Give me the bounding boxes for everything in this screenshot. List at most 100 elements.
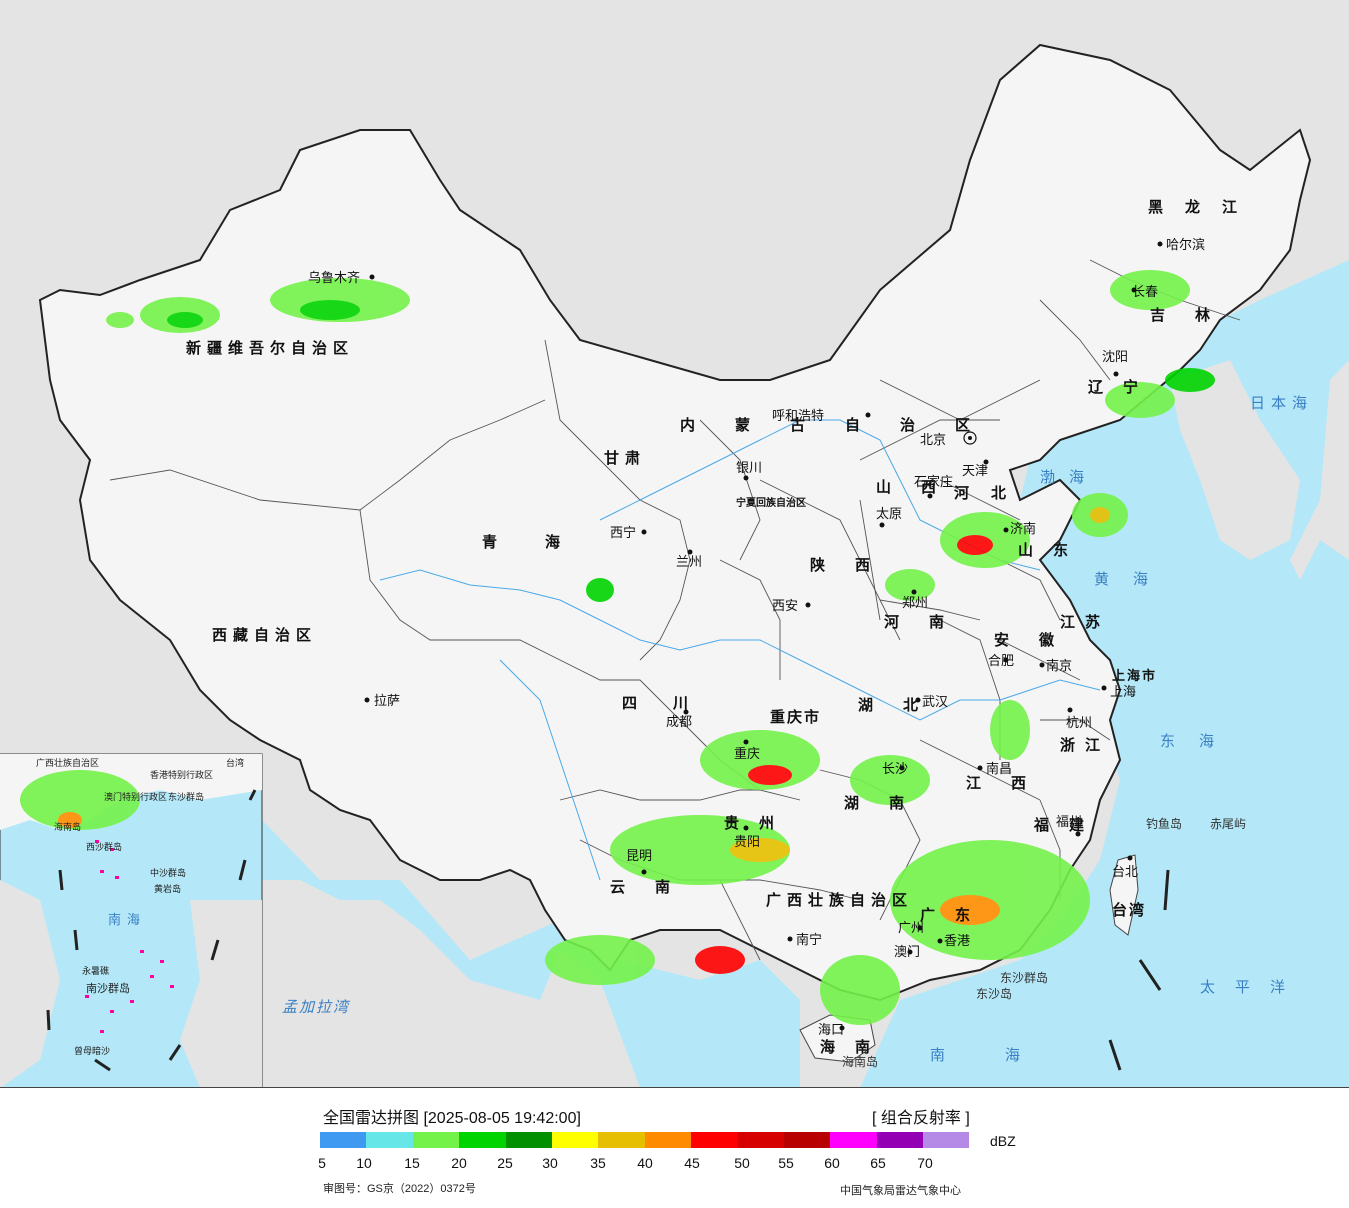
legend-swatch [505, 1132, 552, 1148]
label-hubei: 湖北 [858, 696, 948, 714]
label-jiangsu: 江苏 [1060, 613, 1110, 631]
city-dots [364, 241, 1163, 1031]
island-dongsha-group: 东沙群岛 [1000, 970, 1048, 985]
city-yinchuan: 银川 [736, 461, 762, 476]
city-shenyang: 沈阳 [1102, 350, 1128, 365]
legend-tick: 70 [917, 1155, 933, 1171]
inset-labels: 广西壮族自治区 台湾 香港特别行政区 澳门特别行政区 东沙群岛 西沙群岛 中沙群… [36, 757, 244, 1057]
label-fujian: 福建 [1033, 816, 1104, 834]
legend-tick: 20 [451, 1155, 467, 1171]
label-hainan: 海南 [820, 1038, 890, 1056]
inset-nanhai: 南海 [108, 912, 146, 928]
legend-tick: 35 [590, 1155, 606, 1171]
radar-map: 新疆维吾尔自治区 西藏自治区 青海 甘肃 四川 云南 广西壮族自治区 内蒙古自治… [0, 0, 1349, 1088]
island-dongsha: 东沙岛 [976, 986, 1012, 1001]
label-guizhou: 贵州 [724, 814, 794, 832]
legend-tick: 45 [684, 1155, 700, 1171]
taiwan-land [1109, 854, 1139, 936]
city-wuhan: 武汉 [922, 695, 948, 710]
legend-swatch [459, 1132, 506, 1148]
label-yunnan: 云南 [610, 878, 700, 896]
sea-nanhai: 南海 [930, 1046, 1080, 1064]
city-shanghai: 上海 [1110, 685, 1136, 700]
sea-labels: 日本海 渤海 黄海 东海 太平洋 南海 孟加拉湾 [282, 394, 1313, 1064]
label-sichuan: 四川 [622, 694, 724, 712]
island-hainandao: 海南岛 [842, 1054, 878, 1069]
inset-guangxi: 广西壮族自治区 [36, 757, 99, 769]
label-xizang: 西藏自治区 [212, 626, 317, 644]
legend-tick: 30 [542, 1155, 558, 1171]
label-chongqing: 重庆市 [770, 708, 821, 726]
legend-swatch [644, 1132, 692, 1148]
legend-swatch [876, 1132, 924, 1148]
inset-zengmu: 曾母暗沙 [74, 1045, 110, 1057]
sea-bengal: 孟加拉湾 [282, 998, 351, 1016]
capital-marker [963, 431, 977, 445]
legend-tick: 5 [318, 1155, 326, 1171]
inset-dongsha: 东沙群岛 [168, 791, 204, 803]
city-guangzhou: 广州 [898, 921, 924, 936]
label-heilongjiang: 黑龙江 [1148, 198, 1259, 216]
legend-tick: 15 [404, 1155, 420, 1171]
inset-taiwan: 台湾 [226, 757, 244, 769]
legend-swatch [551, 1132, 599, 1148]
label-henan: 河南 [884, 613, 974, 631]
legend-tick: 25 [497, 1155, 513, 1171]
legend-tick: 60 [824, 1155, 840, 1171]
city-guiyang: 贵阳 [734, 835, 760, 850]
label-guangdong: 广东 [920, 906, 990, 924]
label-guangxi: 广西壮族自治区 [766, 891, 913, 909]
label-shanxi: 山西 [876, 478, 966, 496]
sea-pacific: 太平洋 [1200, 978, 1305, 996]
label-neimenggu: 内蒙古自治区 [680, 416, 1010, 434]
capital-dot [968, 436, 972, 440]
approval-number: 审图号：GS京（2022）0372号 [323, 1183, 476, 1195]
sea-area [0, 260, 1349, 1088]
label-liaoning: 辽宁 [1088, 378, 1158, 396]
legend-tick: 55 [778, 1155, 794, 1171]
island-labels: 钓鱼岛 赤尾屿 东沙群岛 东沙岛 海南岛 [842, 816, 1246, 1069]
inset-land-east [180, 900, 262, 1088]
legend-tick: 65 [870, 1155, 886, 1171]
inset-nansha: 南沙群岛 [86, 981, 130, 995]
legend-swatch [320, 1132, 367, 1148]
city-hohhot: 呼和浩特 [772, 409, 824, 424]
city-kunming: 昆明 [626, 849, 652, 864]
label-zhejiang: 浙江 [1060, 736, 1110, 754]
label-jiangxi: 江西 [966, 774, 1056, 792]
inset-macau: 澳门特别行政区 [104, 791, 167, 803]
city-nanjing: 南京 [1046, 658, 1072, 674]
city-nanchang: 南昌 [986, 761, 1012, 777]
label-shandong: 山东 [1018, 541, 1088, 559]
city-lanzhou: 兰州 [676, 555, 702, 570]
inset-zhongsha: 中沙群岛 [150, 867, 186, 879]
city-tianjin: 天津 [962, 464, 988, 479]
city-taiyuan: 太原 [876, 507, 902, 522]
sea-japan: 日本海 [1250, 394, 1313, 412]
label-shaanxi: 陕西 [810, 556, 900, 574]
city-haikou: 海口 [818, 1023, 844, 1038]
city-lhasa: 拉萨 [374, 694, 400, 709]
inset-hongkong: 香港特别行政区 [150, 769, 213, 781]
label-gansu: 甘肃 [604, 449, 646, 467]
sea-bohai: 渤海 [1040, 468, 1098, 486]
radar-echoes [20, 270, 1215, 1025]
inset-yongshu: 永暑礁 [82, 965, 109, 977]
mosaic-title: 全国雷达拼图 [2025-08-05 19:42:00] [323, 1110, 581, 1127]
island-chiwei: 赤尾屿 [1210, 817, 1246, 831]
legend-swatch [366, 1132, 413, 1148]
legend-tick: 40 [637, 1155, 653, 1171]
city-labels: 乌鲁木齐 拉萨 西宁 兰州 银川 呼和浩特 北京 天津 石家庄 太原 西安 郑州… [308, 237, 1205, 1038]
city-changsha: 长沙 [882, 762, 908, 777]
hainan-land [799, 1014, 876, 1063]
city-xian: 西安 [772, 599, 798, 614]
product-name: [ 组合反射率 ] [872, 1110, 970, 1127]
label-shanghai-shi: 上海市 [1112, 668, 1157, 684]
label-hunan: 湖南 [844, 794, 934, 812]
legend-tick: 50 [734, 1155, 750, 1171]
label-taiwan: 台湾 [1112, 901, 1146, 919]
city-harbin: 哈尔滨 [1166, 237, 1205, 253]
city-fuzhou: 福州 [1056, 815, 1082, 830]
sea-donghai: 东海 [1160, 732, 1238, 750]
city-hangzhou: 杭州 [1066, 716, 1092, 731]
